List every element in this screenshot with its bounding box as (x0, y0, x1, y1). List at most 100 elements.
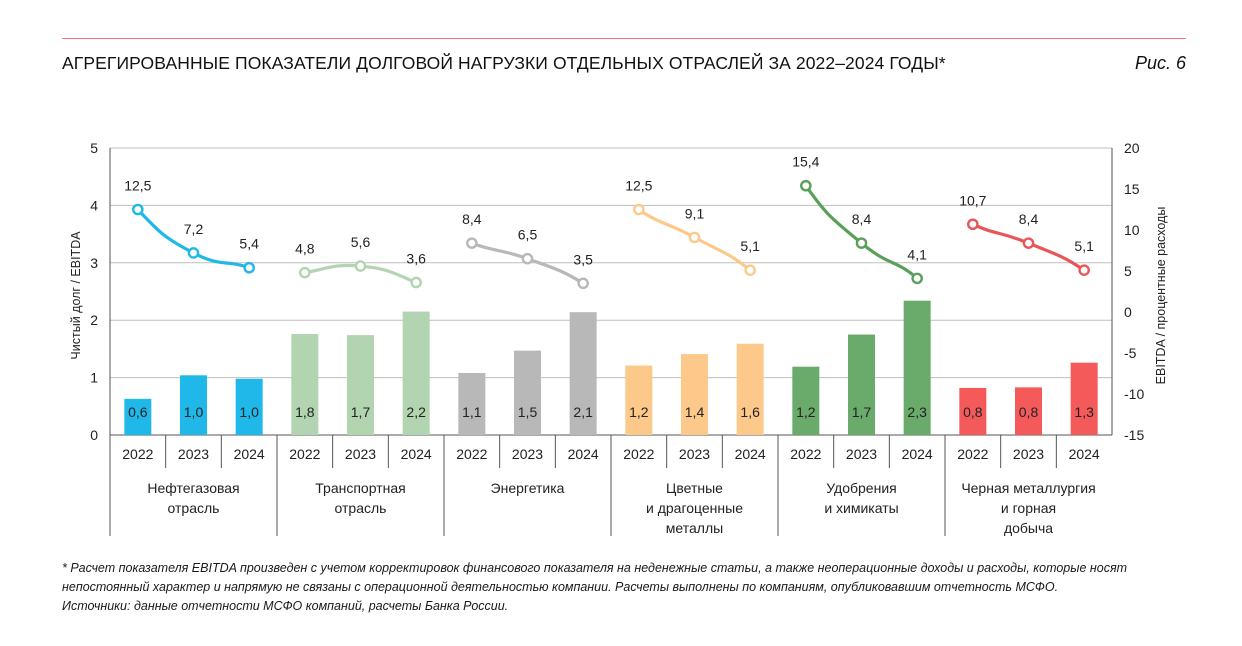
bar (569, 312, 597, 435)
line-point (354, 260, 367, 272)
x-tick-label: 2022 (790, 446, 821, 462)
line-data-label: 9,1 (685, 205, 705, 221)
bar (458, 373, 486, 435)
category-label: и драгоценные (646, 500, 743, 516)
bar (1070, 362, 1098, 435)
bar-data-label: 1,7 (852, 404, 872, 420)
series-line (804, 184, 919, 280)
line-data-label: 3,6 (406, 250, 426, 266)
x-tick-label: 2023 (1013, 446, 1044, 462)
bar-data-label: 2,2 (406, 404, 426, 420)
bar-data-label: 1,2 (629, 404, 649, 420)
x-tick-label: 2024 (401, 446, 432, 462)
y-left-tick-label: 0 (90, 427, 98, 443)
bar-data-label: 1,5 (518, 404, 538, 420)
bar (180, 375, 207, 435)
x-tick-label: 2024 (735, 446, 766, 462)
x-tick-label: 2023 (846, 446, 877, 462)
category-label: и горная (1001, 500, 1056, 516)
bar-data-label: 1,0 (184, 404, 204, 420)
bar (903, 300, 931, 435)
x-tick-label: 2023 (512, 446, 543, 462)
footnote-line-1: * Расчет показателя EBITDA произведен с … (62, 561, 1128, 575)
line-data-label: 5,6 (351, 234, 371, 250)
bar-data-label: 1,7 (351, 404, 371, 420)
y-right-tick-label: 10 (1124, 222, 1140, 238)
y-right-tick-label: 15 (1124, 181, 1140, 197)
footnote-line-2: непостоянный характер и напрямую не связ… (62, 580, 1059, 594)
bar-data-label: 1,8 (295, 404, 315, 420)
line-point (299, 266, 311, 279)
category-label: Нефтегазовая (147, 480, 239, 496)
line-data-label: 5,4 (239, 236, 259, 252)
category-label: металлы (666, 520, 723, 536)
line-data-label: 5,1 (1074, 238, 1094, 254)
bar (235, 378, 263, 435)
category-label: Энергетика (491, 480, 565, 496)
line-data-label: 3,5 (573, 251, 593, 267)
line-data-label: 15,4 (792, 154, 819, 170)
bar-data-label: 0,8 (963, 404, 983, 420)
line-point (466, 237, 478, 249)
line-point (855, 237, 868, 249)
category-label: отрасль (168, 500, 220, 516)
line-point (243, 261, 255, 274)
y-right-axis-label: EBITDA / процентные расходы (1154, 207, 1168, 385)
footnote-line-3: Источники: данные отчетности МСФО компан… (62, 599, 509, 613)
line-data-label: 12,5 (625, 178, 652, 194)
x-tick-label: 2024 (234, 446, 265, 462)
bar (291, 333, 319, 435)
line-data-label: 8,4 (462, 211, 482, 227)
category-label: Удобрения (826, 480, 896, 496)
line-data-label: 6,5 (518, 227, 538, 243)
y-left-tick-label: 1 (90, 370, 98, 386)
x-tick-label: 2023 (345, 446, 376, 462)
x-tick-label: 2023 (679, 446, 710, 462)
line-point (521, 252, 534, 265)
line-data-label: 8,4 (852, 211, 872, 227)
line-point (800, 179, 812, 192)
y-right-tick-label: -15 (1124, 427, 1144, 443)
x-tick-label: 2022 (456, 446, 487, 462)
y-left-tick-label: 4 (90, 197, 98, 213)
x-tick-label: 2024 (1069, 446, 1100, 462)
bar (681, 354, 708, 435)
line-point (410, 276, 422, 289)
line-point (1078, 264, 1090, 276)
x-tick-label: 2024 (902, 446, 933, 462)
bar (347, 335, 374, 435)
line-point (911, 272, 923, 285)
line-data-label: 5,1 (740, 238, 760, 254)
top-rule (62, 38, 1186, 39)
figure-label: Рис. 6 (1134, 53, 1186, 73)
bar-data-label: 2,3 (907, 404, 927, 420)
bar (959, 387, 987, 435)
line-data-label: 12,5 (124, 178, 151, 194)
bar-data-label: 1,0 (239, 404, 259, 420)
line-point (1022, 237, 1035, 249)
y-left-tick-label: 5 (90, 140, 98, 156)
y-right-tick-label: -5 (1124, 345, 1137, 361)
bar (792, 366, 820, 435)
category-label: и химикаты (824, 500, 898, 516)
line-data-label: 4,1 (907, 246, 927, 262)
x-tick-label: 2023 (178, 446, 209, 462)
category-label: отрасль (335, 500, 387, 516)
y-left-axis-label: Чистый долг / EBITDA (69, 231, 83, 360)
bar-data-label: 2,1 (573, 404, 593, 420)
x-tick-label: 2024 (568, 446, 599, 462)
bar-data-label: 1,6 (740, 404, 760, 420)
y-left-tick-label: 3 (90, 255, 98, 271)
x-tick-label: 2022 (122, 446, 153, 462)
category-label: Черная металлургия (961, 480, 1095, 496)
bar (736, 343, 764, 435)
line-data-label: 10,7 (959, 192, 986, 208)
bar-data-label: 0,6 (128, 404, 148, 420)
bar (402, 311, 430, 435)
x-tick-label: 2022 (623, 446, 654, 462)
bar-data-label: 1,1 (462, 404, 482, 420)
line-point (633, 203, 645, 216)
line-point (688, 231, 701, 244)
footnote: * Расчет показателя EBITDA произведен с … (62, 559, 1202, 616)
